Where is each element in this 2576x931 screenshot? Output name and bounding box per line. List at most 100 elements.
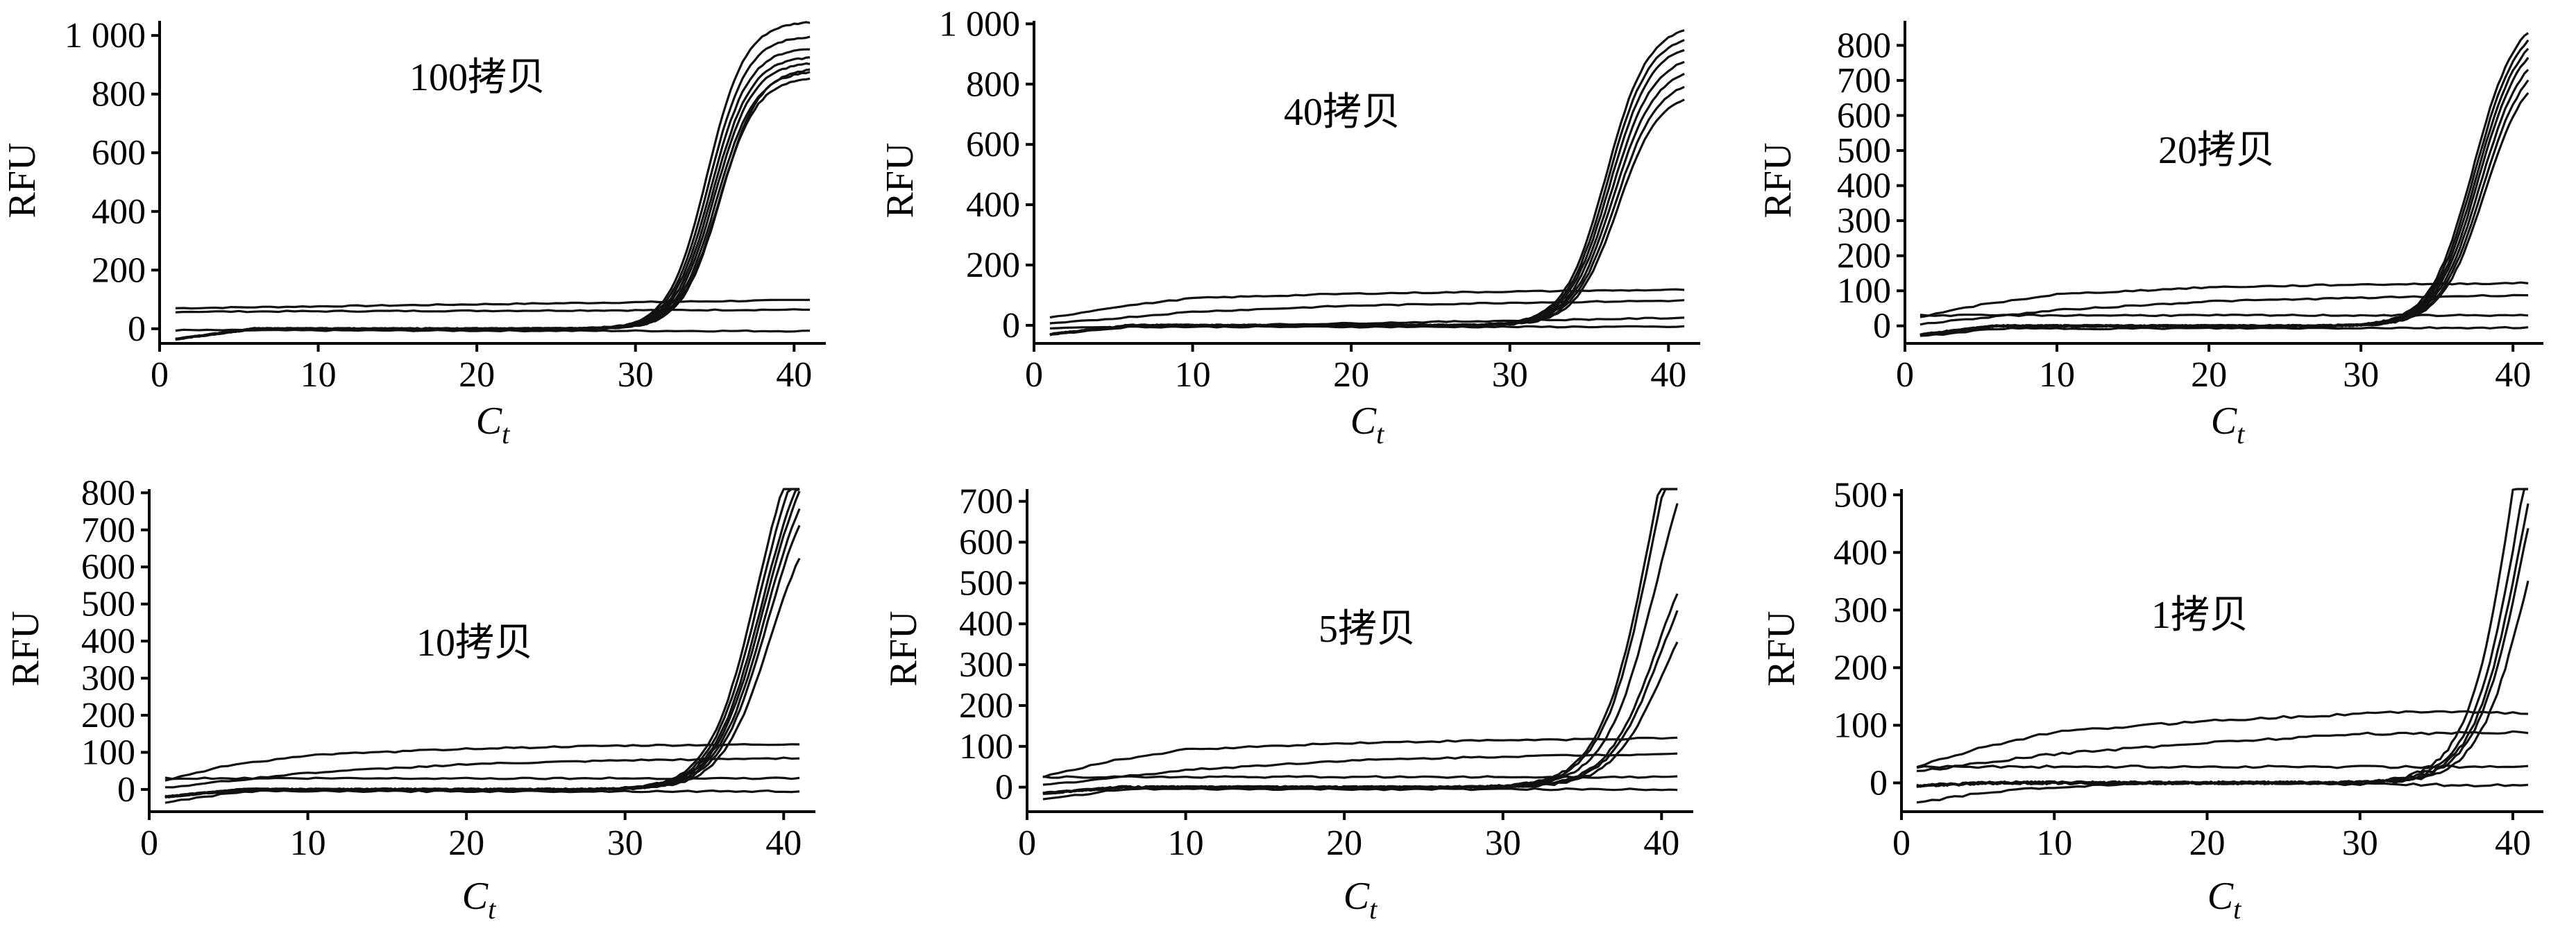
x-tick-label: 10 (2036, 823, 2072, 863)
y-tick-label: 200 (1833, 648, 1888, 687)
x-tick-label: 40 (765, 823, 802, 863)
x-tick-label: 30 (2343, 355, 2379, 395)
copy-number-label: 20拷贝 (2158, 129, 2275, 172)
baseline-series (1920, 281, 2529, 318)
y-tick-label: 0 (995, 768, 1013, 808)
baseline-series (1920, 314, 2529, 318)
x-axis-title: Ct (2211, 400, 2245, 450)
amplification-series (1920, 92, 2530, 336)
amplification-series (1049, 99, 1685, 336)
y-tick-label: 400 (1837, 166, 1891, 206)
x-tick-label: 10 (300, 355, 337, 395)
amplification-series (1916, 528, 2530, 787)
x-axis-title: Ct (476, 400, 510, 450)
y-tick-label: 100 (1837, 271, 1891, 311)
x-tick-label: 20 (2189, 823, 2225, 863)
x-tick-label: 0 (151, 355, 169, 395)
x-tick-label: 20 (459, 355, 495, 395)
x-tick-label: 40 (1643, 823, 1679, 863)
y-axis-title: RFU (1756, 143, 1799, 219)
x-tick-label: 20 (1326, 823, 1362, 863)
y-tick-label: 500 (81, 585, 135, 624)
y-axis-title: RFU (4, 611, 47, 687)
baseline-series (164, 756, 800, 789)
x-tick-label: 30 (2342, 823, 2378, 863)
baseline-series (175, 298, 811, 310)
baseline-series (175, 308, 811, 314)
y-tick-label: 200 (92, 250, 146, 290)
amplification-series (175, 71, 811, 341)
y-axis-title: RFU (1760, 611, 1803, 687)
x-tick-label: 10 (1175, 355, 1211, 395)
x-axis-title: Ct (2208, 875, 2242, 925)
y-tick-label: 800 (81, 473, 135, 513)
y-tick-label: 800 (92, 75, 146, 114)
y-tick-label: 300 (81, 659, 135, 699)
y-tick-label: 600 (1837, 96, 1891, 135)
x-axis-title: Ct (1344, 875, 1378, 925)
x-tick-label: 0 (1896, 355, 1914, 395)
baseline-series (1042, 787, 1678, 801)
x-tick-label: 20 (448, 823, 484, 863)
x-tick-label: 20 (2191, 355, 2227, 395)
chart-panel-4: 0 10 20 30 400100200300400500600700800RFUCt1… (4, 473, 815, 925)
y-axis-title: RFU (882, 611, 925, 687)
x-tick-label: 40 (776, 355, 812, 395)
copy-number-label: 10拷贝 (416, 622, 533, 665)
y-tick-label: 0 (1002, 306, 1020, 345)
x-axis-title: Ct (1350, 400, 1384, 450)
y-tick-label: 200 (81, 696, 135, 735)
x-tick-label: 10 (290, 823, 326, 863)
y-tick-label: 1 000 (939, 4, 1020, 44)
baseline-series (1920, 326, 2529, 337)
y-tick-label: 400 (959, 604, 1013, 644)
x-tick-label: 30 (1492, 355, 1528, 395)
y-tick-label: 800 (966, 65, 1020, 104)
copy-number-label: 1拷贝 (2151, 594, 2248, 637)
y-tick-label: 300 (1833, 590, 1888, 630)
y-tick-label: 700 (1837, 61, 1891, 101)
x-tick-label: 40 (2495, 823, 2531, 863)
baseline-series (164, 789, 800, 804)
y-tick-label: 600 (92, 133, 146, 173)
amplification-series (1916, 580, 2530, 787)
y-tick-label: 300 (959, 645, 1013, 685)
y-tick-label: 800 (1837, 26, 1891, 65)
y-tick-label: 500 (1833, 475, 1888, 515)
amplification-series (175, 68, 811, 341)
baseline-series (1049, 288, 1685, 319)
amplification-series (1042, 641, 1679, 796)
y-tick-label: 0 (1870, 763, 1888, 803)
baseline-series (164, 743, 800, 782)
y-tick-label: 200 (966, 246, 1020, 285)
y-tick-label: 600 (959, 523, 1013, 563)
amplification-series (164, 558, 801, 798)
x-tick-label: 20 (1333, 355, 1369, 395)
y-tick-label: 100 (1833, 706, 1888, 745)
baseline-series (1042, 736, 1678, 778)
x-tick-label: 0 (1892, 823, 1910, 863)
amplification-series (1049, 29, 1685, 336)
x-tick-label: 40 (1650, 355, 1686, 395)
amplification-series (1916, 503, 2530, 788)
y-tick-label: 100 (959, 727, 1013, 767)
y-tick-label: 200 (959, 686, 1013, 726)
x-tick-label: 10 (1168, 823, 1204, 863)
baseline-series (1916, 710, 2529, 769)
y-tick-label: 700 (959, 482, 1013, 522)
copy-number-label: 100拷贝 (409, 56, 545, 99)
y-tick-label: 500 (1837, 131, 1891, 171)
y-tick-label: 1 000 (65, 16, 146, 55)
y-tick-label: 600 (966, 125, 1020, 164)
x-axis-title: Ct (462, 875, 496, 925)
copy-number-label: 5拷贝 (1319, 608, 1416, 651)
amplification-series (175, 62, 811, 341)
y-tick-label: 100 (81, 733, 135, 772)
y-tick-label: 400 (1833, 533, 1888, 572)
amplification-series (1920, 79, 2530, 336)
y-tick-label: 0 (117, 770, 135, 810)
